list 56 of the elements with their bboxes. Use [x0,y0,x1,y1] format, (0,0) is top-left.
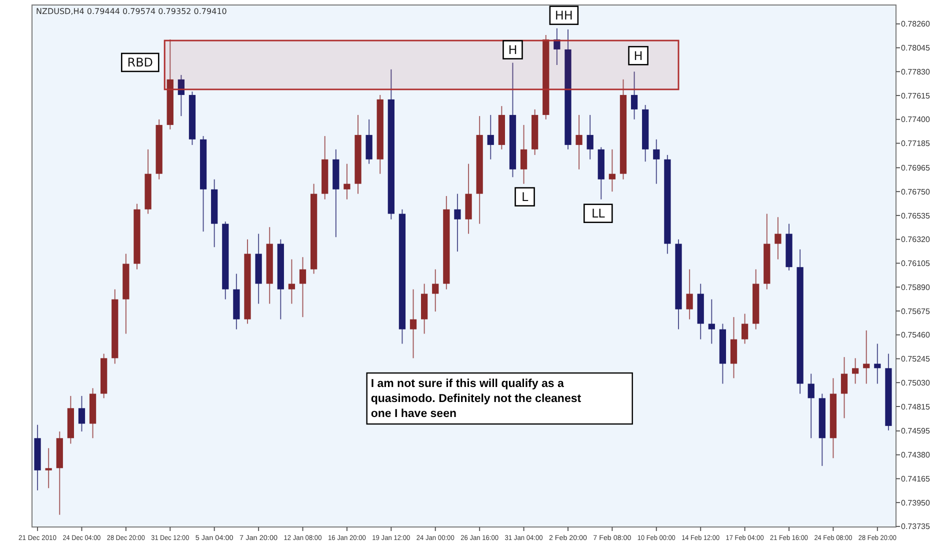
y-tick-label: 0.76105 [901,259,930,268]
candlestick [874,343,881,384]
candlestick [78,395,86,432]
annotation: H [634,48,643,63]
candlestick [520,124,528,184]
candlestick [554,28,560,66]
candlestick [608,148,616,192]
candlestick [178,74,185,117]
y-tick-label: 0.78045 [901,44,930,53]
candlestick [840,356,848,419]
y-tick-label: 0.77830 [901,67,930,76]
y-tick-label: 0.75675 [901,306,930,316]
y-tick-label: 0.78260 [901,20,930,29]
annotation: L [521,190,528,204]
candlestick [432,268,439,312]
y-tick-label: 0.74380 [901,450,930,460]
candlestick [741,313,748,344]
candlestick [630,71,638,120]
candlestick [45,448,52,489]
y-tick-label: 0.75030 [901,378,930,388]
y-tick-label: 0.76750 [901,187,930,196]
y-tick-label: 0.77615 [901,91,930,100]
chart-title: NZDUSD,H4 0.79444 0.79574 0.79352 0.79410 [36,7,227,16]
candlestick [576,114,582,170]
candlestick [808,373,814,439]
candlestick [288,258,296,304]
y-tick-label: 0.75460 [901,330,930,340]
annotation: H [508,43,518,58]
candlestick [299,256,306,318]
candlestick [410,288,417,359]
y-tick-label: 0.76965 [901,164,930,173]
y-tick-label: 0.77185 [901,139,930,148]
candlestick [852,358,859,384]
annotation: RBD [127,56,154,70]
candlestick [686,268,693,320]
y-tick-label: 0.74165 [901,474,930,484]
candlestick [586,114,594,160]
y-tick-label: 0.77400 [901,115,930,124]
y-tick-label: 0.74595 [901,426,930,436]
candlestick [653,138,660,184]
annotation: LL [591,206,606,221]
annotation: I am not sure if this will qualify as a quasimodo. Definitely not the cleanest one I have seen [370,378,582,420]
y-tick-label: 0.75245 [901,354,930,364]
candlestick [774,216,782,260]
y-tick-label: 0.75890 [901,282,930,292]
y-tick-label: 0.76320 [901,235,930,244]
candlestick [863,330,870,384]
y-tick-label: 0.73950 [901,498,930,508]
candlestick [708,298,715,344]
candlestick [454,193,461,252]
y-tick-label: 0.74815 [901,402,930,412]
y-tick-label: 0.76535 [901,211,930,220]
candlestick [487,114,494,160]
candlestick [344,163,350,200]
y-tick-label: 0.73735 [901,522,930,532]
annotation: HH [554,8,573,23]
